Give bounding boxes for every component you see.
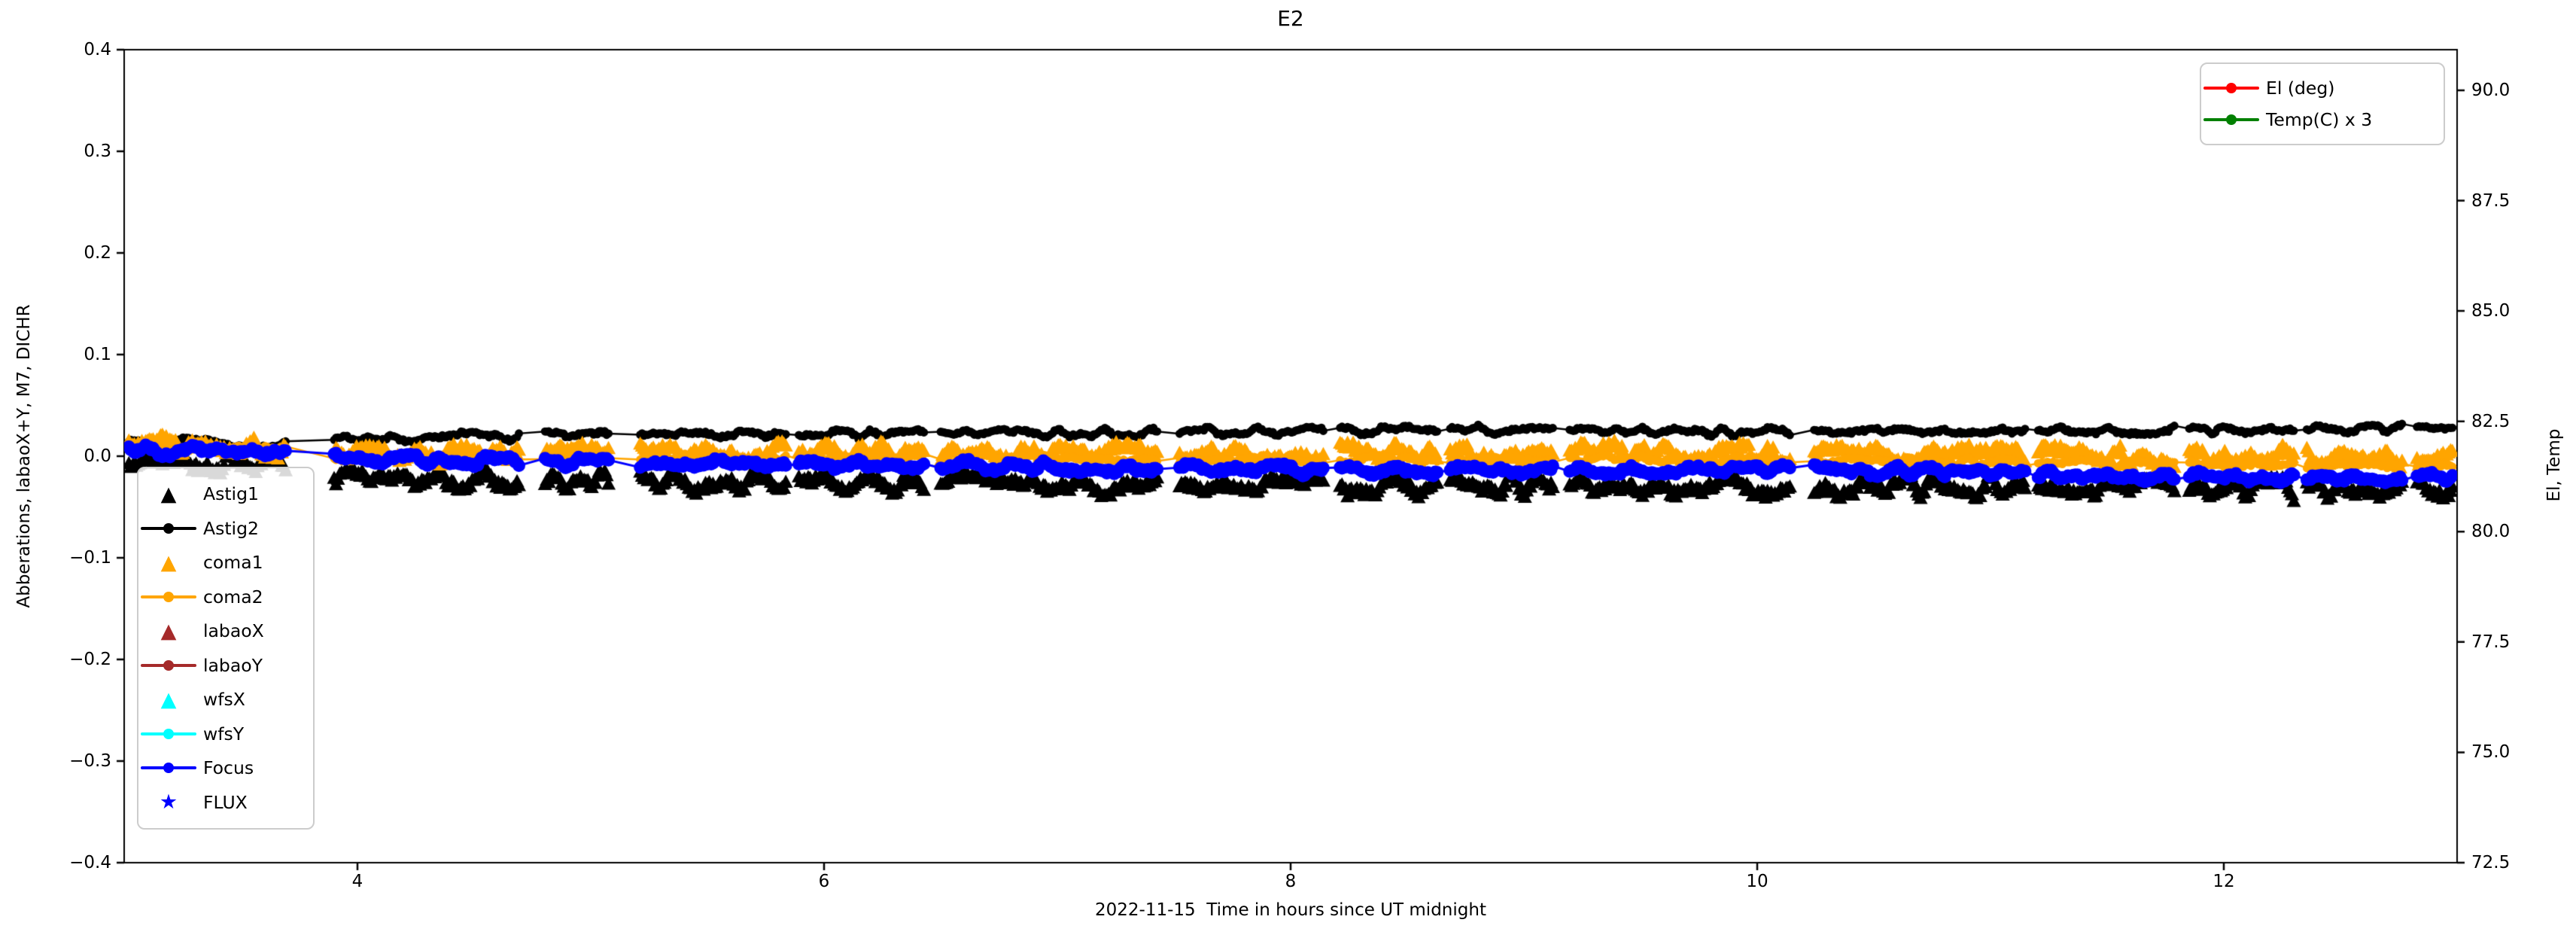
legend-label: Astig1 <box>203 483 259 505</box>
legend-item-flux: ★ FLUX <box>138 791 313 814</box>
y-tick-label-left: 0.2 <box>84 243 111 263</box>
y-tick-label-right: 75.0 <box>2471 742 2511 763</box>
legend-label: coma2 <box>203 586 263 607</box>
y-tick-label-left: −0.2 <box>69 650 111 669</box>
triangle-marker-icon: ▲ <box>160 687 177 711</box>
legend-label: labaoY <box>203 654 263 676</box>
y-tick-label-left: −0.3 <box>69 751 111 771</box>
x-tick-label: 12 <box>2213 872 2235 891</box>
y-axis-label-right: El, Temp <box>2544 428 2564 502</box>
legend-label: coma1 <box>203 552 263 574</box>
x-axis-label: 2022-11-15 Time in hours since UT midnig… <box>1095 900 1486 920</box>
legend-item-coma2: coma2 <box>138 586 313 608</box>
y-tick-label-left: −0.1 <box>69 548 111 568</box>
y-tick-label-left: 0.4 <box>84 40 111 59</box>
y-tick-label-left: 0.0 <box>84 446 111 466</box>
y-tick-label-right: 85.0 <box>2471 301 2511 321</box>
legend-el-temp: El (deg) Temp(C) x 3 <box>2200 62 2445 145</box>
line-with-circle-marker-icon <box>138 517 199 540</box>
legend-item-focus: Focus <box>138 757 313 779</box>
legend-label: El (deg) <box>2266 77 2335 99</box>
chart-title: E2 <box>1277 6 1304 31</box>
legend-label: FLUX <box>203 791 248 813</box>
legend-item-el-deg: El (deg) <box>2201 77 2444 99</box>
legend-item-wfsy: wfsY <box>138 723 313 745</box>
y-tick-label-left: −0.4 <box>69 853 111 872</box>
legend-label: Astig2 <box>203 517 259 539</box>
legend-item-labaox: ▲ labaoX <box>138 620 313 642</box>
legend-label: Temp(C) x 3 <box>2266 109 2373 131</box>
legend-item-labaoy: labaoY <box>138 654 313 677</box>
y-tick-label-right: 72.5 <box>2471 853 2511 872</box>
triangle-marker-icon: ▲ <box>160 619 177 643</box>
y-tick-label-right: 77.5 <box>2471 632 2511 652</box>
legend-aberrations: ▲ Astig1 Astig2 ▲ coma1 coma2 ▲ labaoX labaoY ▲ wf… <box>137 467 315 830</box>
legend-item-wfsx: ▲ wfsX <box>138 688 313 711</box>
x-tick-label: 10 <box>1746 872 1769 891</box>
triangle-marker-icon: ▲ <box>160 482 177 506</box>
triangle-marker-icon: ▲ <box>160 550 177 574</box>
legend-item-astig2: Astig2 <box>138 517 313 540</box>
y-tick-label-left: 0.1 <box>84 345 111 364</box>
y-tick-label-right: 80.0 <box>2471 522 2511 542</box>
y-tick-label-right: 90.0 <box>2471 80 2511 100</box>
y-tick-label-right: 82.5 <box>2471 411 2511 431</box>
line-with-circle-marker-icon <box>2201 77 2261 99</box>
legend-label: Focus <box>203 757 254 779</box>
line-with-circle-marker-icon <box>138 723 199 745</box>
x-tick-label: 8 <box>1285 872 1297 891</box>
y-tick-label-right: 87.5 <box>2471 190 2511 211</box>
line-with-circle-marker-icon <box>138 654 199 677</box>
line-with-circle-marker-icon <box>2201 108 2261 131</box>
legend-item-coma1: ▲ coma1 <box>138 551 313 574</box>
x-tick-label: 6 <box>818 872 830 891</box>
line-with-circle-marker-icon <box>138 586 199 608</box>
legend-label: wfsY <box>203 723 245 744</box>
legend-item-temp-c-x-3: Temp(C) x 3 <box>2201 108 2444 131</box>
x-tick-label: 4 <box>351 872 363 891</box>
legend-label: labaoX <box>203 620 264 642</box>
legend-item-astig1: ▲ Astig1 <box>138 483 313 505</box>
star-marker-icon: ★ <box>159 790 178 815</box>
y-tick-label-left: 0.3 <box>84 142 111 161</box>
legend-label: wfsX <box>203 689 245 711</box>
line-with-circle-marker-icon <box>138 757 199 779</box>
